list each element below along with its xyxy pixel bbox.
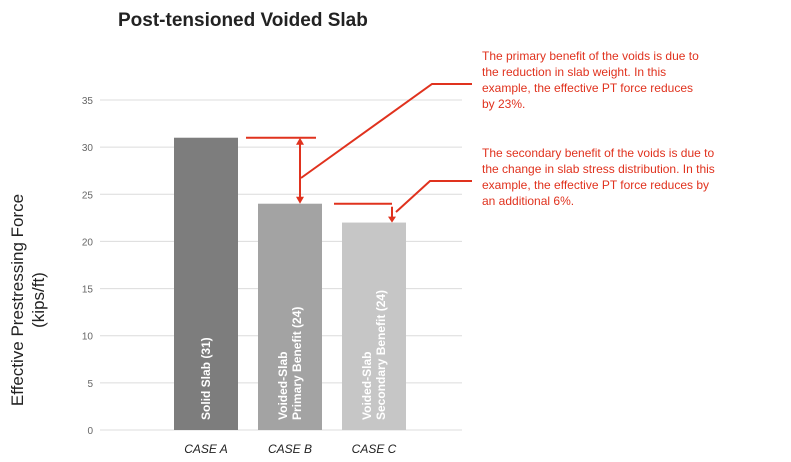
- y-tick-label: 10: [82, 332, 94, 343]
- bar-label: Voided-Slab: [360, 352, 374, 420]
- annotation-secondary-benefit: The secondary benefit of the voids is du…: [482, 146, 715, 208]
- y-tick-label: 25: [82, 190, 94, 201]
- y-tick-label: 15: [82, 285, 94, 296]
- annotation-arrowhead-down: [388, 216, 396, 223]
- x-tick-label: CASE B: [268, 442, 312, 456]
- bar-label: Voided-Slab: [276, 352, 290, 420]
- y-tick-label: 30: [82, 143, 94, 154]
- chart-title: Post-tensioned Voided Slab: [118, 10, 368, 31]
- bar-label: Primary Benefit (24): [290, 307, 304, 420]
- x-tick-label: CASE A: [184, 442, 228, 456]
- annotation-leader-line: [395, 180, 472, 213]
- y-tick-label: 20: [82, 237, 94, 248]
- bar-label: Secondary Benefit (24): [374, 290, 388, 420]
- y-tick-label: 0: [87, 426, 93, 437]
- bar: [258, 203, 322, 430]
- annotation-arrowhead-up: [296, 137, 304, 145]
- annotation-primary-benefit: The primary benefit of the voids is due …: [482, 49, 699, 111]
- y-tick-label: 5: [87, 379, 93, 390]
- annotation-arrowhead-down: [296, 196, 304, 204]
- bar-label: Solid Slab (31): [199, 337, 213, 420]
- y-tick-label: 35: [82, 96, 94, 107]
- annotation-leader-line: [300, 83, 472, 179]
- bar: [174, 137, 238, 430]
- bar: [342, 222, 406, 430]
- x-tick-label: CASE C: [352, 442, 397, 456]
